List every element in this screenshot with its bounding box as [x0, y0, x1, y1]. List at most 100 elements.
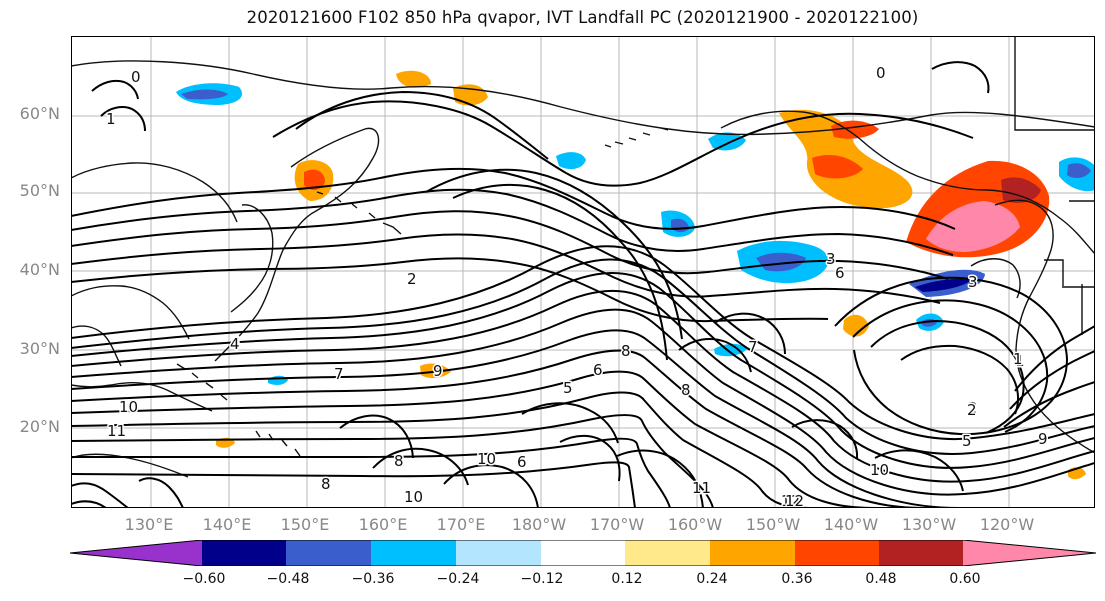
colorbar-segment: [710, 540, 795, 566]
lat-label-60: 60°N: [19, 104, 60, 123]
lon-label-180w: 180°W: [511, 515, 567, 534]
contour-label: 10: [404, 488, 423, 506]
contour-line: [616, 449, 704, 508]
colorbar-segment: [625, 540, 710, 566]
contour-label: 12: [785, 492, 804, 508]
california-bend: [970, 258, 1021, 299]
contour-label: 9: [433, 362, 443, 380]
contour-label: 6: [593, 361, 603, 379]
contour-label: 5: [563, 379, 573, 397]
lat-label-50: 50°N: [19, 181, 60, 200]
northern-coastline: [71, 60, 1095, 136]
colorbar-label: 0.12: [611, 571, 643, 587]
colorbar-segment: [456, 540, 541, 566]
contour-label: 8: [394, 452, 404, 470]
canada-border-frame: [1014, 36, 1095, 131]
contour-line: [71, 233, 941, 304]
map-background: [71, 36, 1095, 508]
contour-line: [138, 477, 184, 508]
ivt-contours: [71, 61, 1095, 508]
negative-anomaly-patch: [708, 132, 746, 151]
contour-label: 11: [107, 422, 126, 440]
colorbar: [70, 540, 1096, 566]
negative-anomaly-core: [915, 278, 971, 292]
contour-line: [295, 90, 549, 160]
lon-label-140w: 140°W: [823, 515, 879, 534]
figure-title: 2020121600 F102 850 hPa qvapor, IVT Land…: [246, 8, 919, 27]
contour-line: [71, 210, 949, 280]
colorbar-label: 0.60: [949, 571, 981, 587]
contour-line: [71, 257, 829, 323]
contour-label: 4: [230, 335, 240, 353]
lon-label-170w: 170°W: [589, 515, 645, 534]
asia-coastline-south: [71, 285, 190, 340]
contour-line: [852, 299, 1049, 433]
contour-label: 6: [517, 453, 527, 471]
contour-line: [931, 61, 990, 94]
contour-line: [71, 437, 671, 508]
lon-label-130w: 130°W: [901, 515, 957, 534]
contour-line: [521, 402, 619, 444]
contour-line: [71, 414, 714, 508]
contour-line: [71, 391, 810, 508]
contour-line: [71, 308, 1095, 496]
contour-line: [443, 464, 539, 508]
contour-label: 4: [231, 334, 241, 352]
colorbar-segment: [70, 540, 202, 566]
colorbar-label: −0.24: [436, 571, 480, 587]
contour-label: 5: [962, 432, 972, 450]
colorbar-segment: [202, 540, 286, 566]
contour-line: [452, 183, 668, 361]
lon-label-130e: 130°E: [124, 515, 174, 534]
lon-label-160w: 160°W: [667, 515, 723, 534]
contour-line: [71, 289, 1095, 483]
negative-anomaly-patch: [714, 343, 747, 357]
positive-anomaly-core: [812, 155, 863, 179]
contour-label: 7: [334, 365, 344, 383]
contour-label: 11: [692, 479, 711, 497]
contour-label: 12: [781, 492, 800, 508]
contour-line: [71, 245, 1095, 440]
colorbar-label: −0.36: [351, 571, 395, 587]
colorbar-segment: [795, 540, 879, 566]
colorbar-segment: [371, 540, 456, 566]
negative-anomaly-core: [756, 252, 806, 272]
contour-label: 8: [681, 381, 691, 399]
lon-label-150e: 150°E: [280, 515, 330, 534]
map-svg: 0 1 2 3 4 5 6 7 8 9 10 11 12 0 1 2 6 8 1…: [71, 36, 1095, 508]
negative-anomaly-patch: [556, 152, 586, 170]
alaska-coastline: [720, 110, 1095, 255]
lat-label-40: 40°N: [19, 260, 60, 279]
state-border-line: [1044, 259, 1064, 286]
positive-anomaly-core: [304, 169, 325, 191]
contour-line: [425, 168, 683, 340]
contour-label: 8: [321, 475, 331, 493]
contour-line: [71, 167, 956, 230]
contour-label: 10: [870, 461, 889, 479]
positive-anomaly-pink: [926, 201, 1020, 252]
map-panel: 0 1 2 3 4 5 6 7 8 9 10 11 12 0 1 2 6 8 1…: [71, 36, 1095, 508]
kamchatka-coastline: [214, 127, 380, 362]
contour-label: 2: [968, 399, 978, 417]
contour-label: 10: [477, 450, 496, 468]
contour-line: [71, 188, 954, 256]
positive-anomaly-darkred: [1001, 177, 1041, 203]
contour-line: [339, 414, 414, 459]
contour-line: [900, 344, 1020, 415]
lon-label-160e: 160°E: [358, 515, 408, 534]
lon-label-120w: 120°W: [979, 515, 1035, 534]
positive-anomaly-patch: [843, 314, 869, 337]
contour-line: [678, 337, 752, 373]
contour-label: 0: [131, 68, 141, 86]
contour-label: 6: [835, 264, 845, 282]
colorbar-label: −0.12: [520, 571, 564, 587]
colorbar-segment: [963, 540, 1096, 566]
philippine-coastline: [71, 453, 189, 478]
contour-label: 0: [876, 64, 886, 82]
lat-label-20: 20°N: [19, 417, 60, 436]
contour-line: [715, 312, 786, 355]
colorbar-segment: [541, 540, 625, 566]
south-china-sea-islands: [176, 363, 228, 401]
contour-line: [71, 482, 129, 508]
contour-line: [559, 434, 621, 482]
